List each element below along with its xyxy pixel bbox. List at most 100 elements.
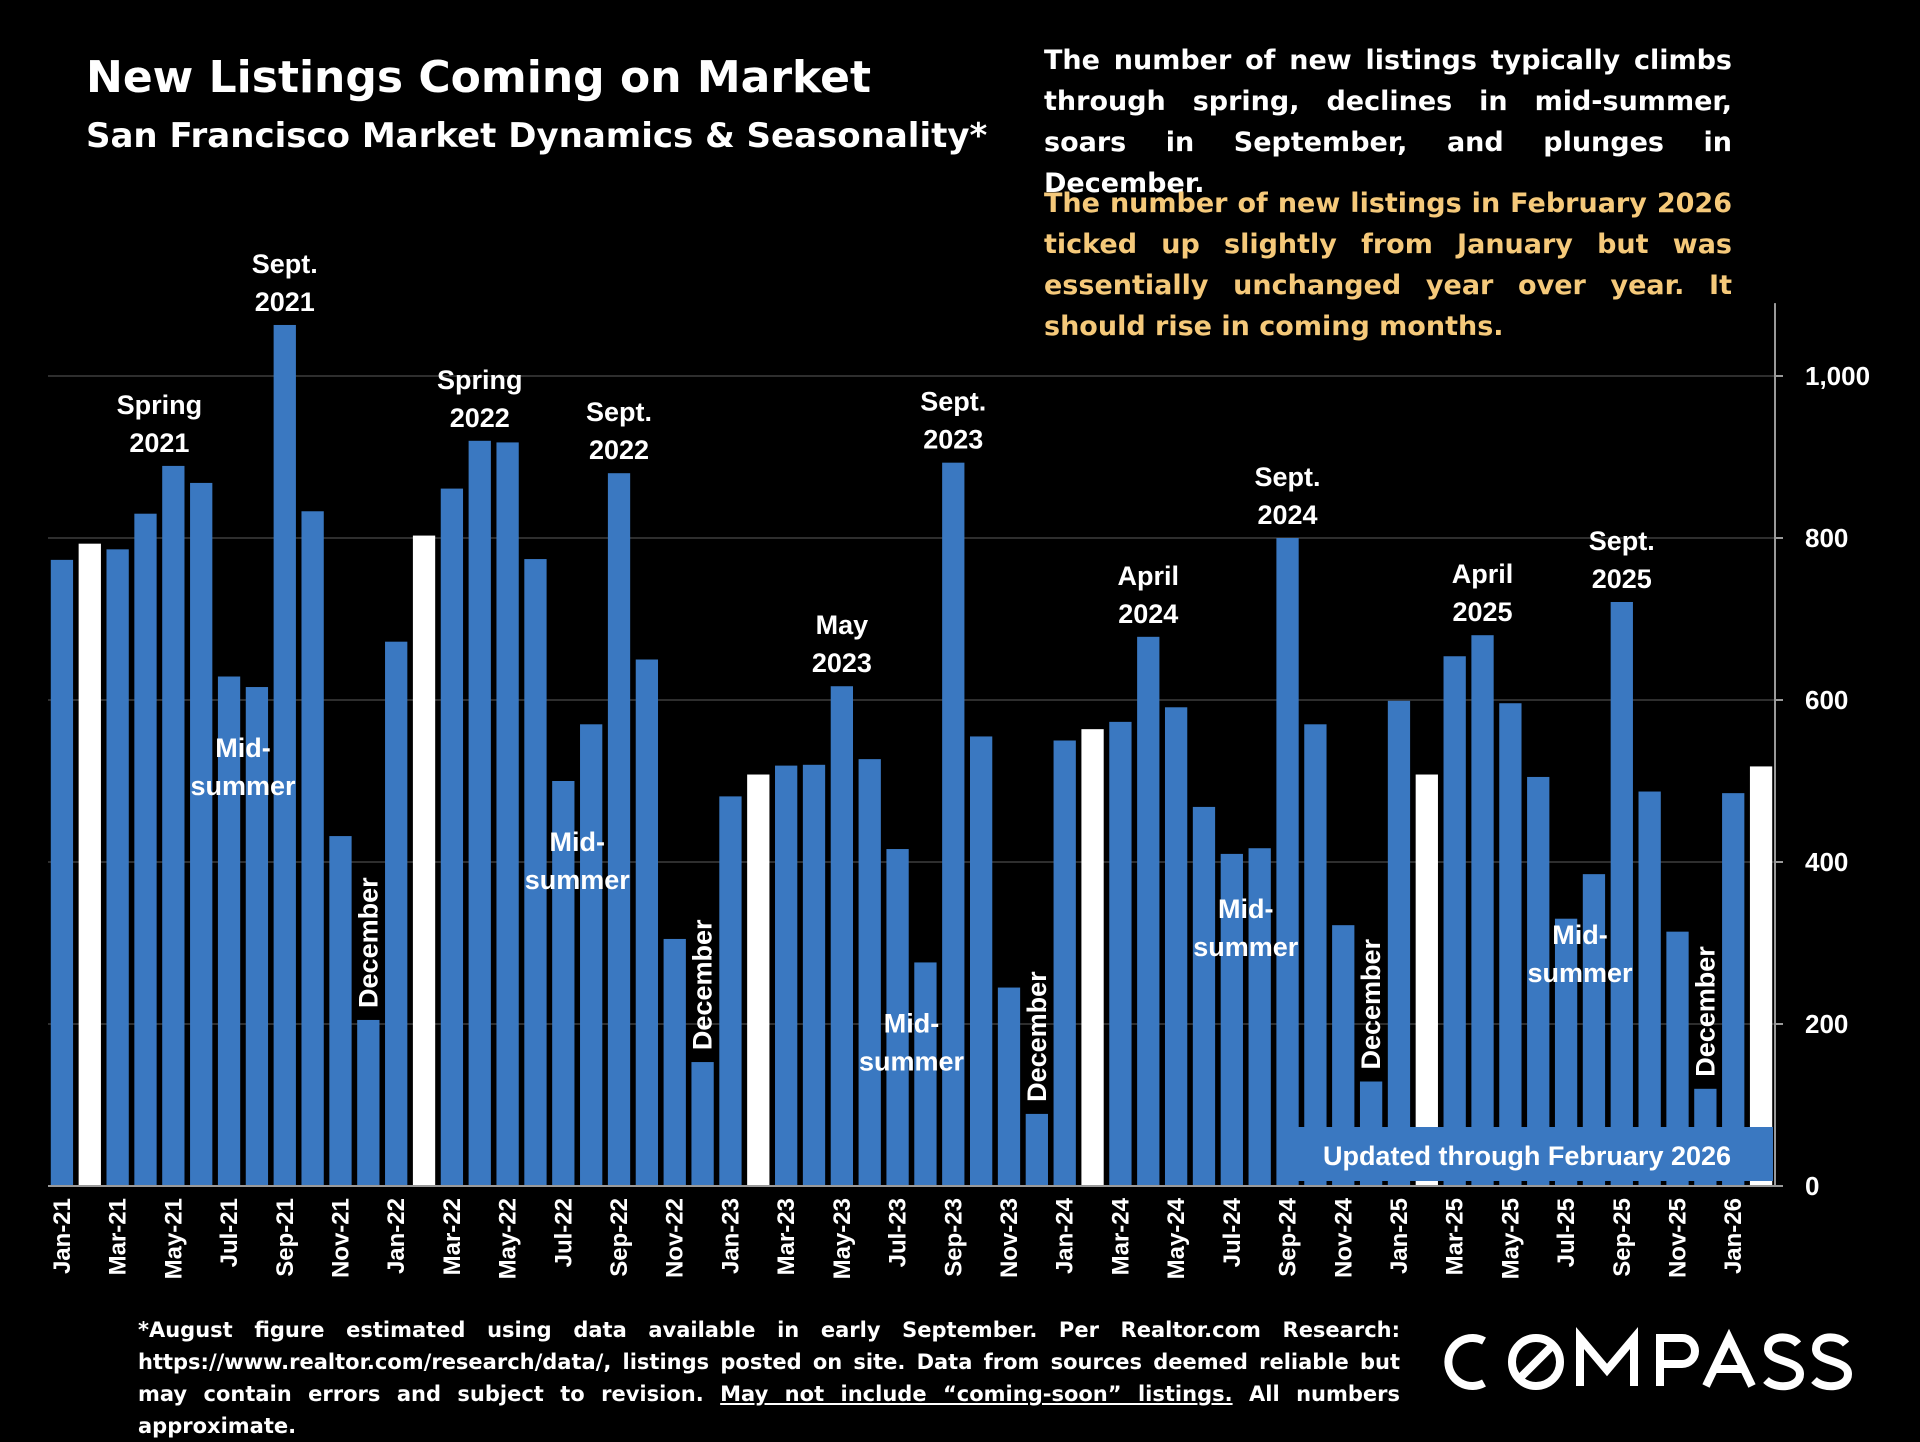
x-tick-label: Sep-25: [1609, 1198, 1636, 1277]
bar: [719, 796, 742, 1186]
x-tick-label: May-24: [1163, 1197, 1190, 1279]
annotation-mid-summer: Mid-: [549, 827, 604, 857]
bar: [607, 473, 631, 1186]
bar: [830, 686, 854, 1186]
annotation-mid-summer: summer: [1193, 932, 1299, 962]
bar: [1610, 601, 1633, 1186]
bar: [942, 462, 965, 1186]
annotation-peak: May: [816, 610, 869, 640]
bar: [969, 736, 993, 1186]
x-tick-label: Mar-23: [773, 1198, 800, 1275]
footnote-coming-soon-note: May not include “coming-soon” listings.: [720, 1382, 1233, 1406]
x-tick-label: Mar-22: [439, 1198, 466, 1275]
bar: [162, 465, 185, 1186]
bar-february: [412, 535, 436, 1186]
annotation-peak: April: [1452, 559, 1514, 589]
latest-month-commentary: The number of new listings in February 2…: [1044, 188, 1732, 342]
bar: [50, 559, 74, 1186]
annotation-peak: 2023: [923, 425, 983, 455]
x-tick-label: Nov-21: [327, 1198, 354, 1278]
x-tick-label: Jan-23: [717, 1198, 744, 1274]
bar: [440, 488, 464, 1187]
annotation-mid-summer: Mid-: [1552, 920, 1607, 950]
bar: [357, 1019, 380, 1186]
x-tick-label: Sep-24: [1275, 1197, 1302, 1276]
x-tick-label: Nov-24: [1330, 1197, 1357, 1278]
bar-february: [1749, 766, 1773, 1186]
x-tick-label: Sep-22: [606, 1198, 633, 1277]
chart-subtitle: San Francisco Market Dynamics & Seasonal…: [86, 116, 988, 156]
bar: [190, 482, 213, 1186]
bar: [663, 938, 686, 1186]
x-tick-label: Jul-24: [1219, 1197, 1246, 1267]
annotation-december: December: [1022, 971, 1052, 1102]
x-tick-label: Jan-26: [1720, 1198, 1747, 1274]
bar: [1053, 740, 1076, 1186]
bar-february: [747, 774, 770, 1186]
bars: [50, 324, 1773, 1187]
bar: [134, 513, 157, 1186]
footnote: *August figure estimated using data avai…: [138, 1314, 1400, 1442]
bar: [775, 765, 798, 1186]
bar: [1387, 700, 1411, 1186]
annotation-peak: 2022: [450, 403, 510, 433]
bar-february: [78, 543, 101, 1186]
annotation-peak: April: [1118, 561, 1180, 591]
bar: [1666, 931, 1689, 1186]
axes: 0 200 400 600 800 1,000 Jan-21 Mar-21 May-21 Jul-…: [48, 303, 1870, 1279]
x-tick-label: Jan-22: [383, 1198, 410, 1274]
updated-note-text: Updated through February 2026: [1323, 1141, 1731, 1171]
annotation-peak: Sept.: [252, 249, 318, 279]
bar: [1137, 636, 1160, 1186]
x-tick-label: May-25: [1497, 1198, 1524, 1279]
annotation-peak: Sept.: [1589, 526, 1655, 556]
bar: [524, 559, 547, 1186]
annotation-peak: 2022: [589, 435, 649, 465]
annotation-peak: 2025: [1452, 597, 1512, 627]
bar: [1109, 721, 1132, 1186]
bar: [1192, 806, 1216, 1186]
bar: [1276, 538, 1299, 1186]
bar: [1499, 703, 1522, 1186]
bar: [106, 549, 129, 1186]
bar: [1220, 853, 1243, 1186]
bar: [1025, 1113, 1048, 1186]
annotation-december: December: [353, 877, 383, 1008]
bar: [301, 511, 324, 1186]
bar: [914, 962, 937, 1186]
bar: [273, 324, 296, 1187]
seasonality-commentary: The number of new listings typically cli…: [1044, 45, 1732, 199]
footnote-tail: All numbers approximate.: [138, 1382, 1401, 1438]
x-tick-label: Jul-23: [885, 1198, 912, 1267]
bar: [1722, 793, 1745, 1186]
x-tick-label: May-22: [495, 1198, 522, 1279]
x-tick-label: Jul-25: [1553, 1198, 1580, 1267]
y-tick-label: 600: [1805, 685, 1848, 715]
annotation-mid-summer: Mid-: [884, 1008, 939, 1038]
bar: [858, 759, 881, 1186]
annotation-peak: Sept.: [1255, 462, 1321, 492]
annotations: Spring 2021 Sept. 2021 Mid-summer December Spr…: [117, 249, 1721, 1102]
bar: [1164, 707, 1188, 1186]
annotation-peak: 2021: [255, 287, 315, 317]
annotation-peak: 2023: [812, 648, 872, 678]
compass-logo: [1444, 1327, 1852, 1391]
x-tick-label: May-21: [160, 1198, 187, 1279]
annotation-peak: 2024: [1118, 599, 1178, 629]
y-tick-label: 1,000: [1805, 361, 1870, 391]
y-tick-label: 400: [1805, 847, 1848, 877]
bar: [635, 659, 659, 1186]
bar: [997, 987, 1021, 1186]
bar: [217, 676, 241, 1186]
annotation-peak: 2021: [129, 428, 189, 458]
bar: [1443, 656, 1466, 1186]
update-note: Updated through February 2026: [1283, 1127, 1773, 1181]
x-tick-label: Nov-25: [1665, 1198, 1692, 1278]
bar: [1304, 724, 1327, 1186]
x-tick-label: Nov-23: [996, 1198, 1023, 1278]
x-tick-label: Jul-22: [550, 1198, 577, 1267]
bar: [1638, 791, 1661, 1186]
annotation-mid-summer: Mid-: [215, 733, 270, 763]
annotation-mid-summer: summer: [1527, 958, 1633, 988]
updated-note-box: [1283, 1127, 1773, 1181]
